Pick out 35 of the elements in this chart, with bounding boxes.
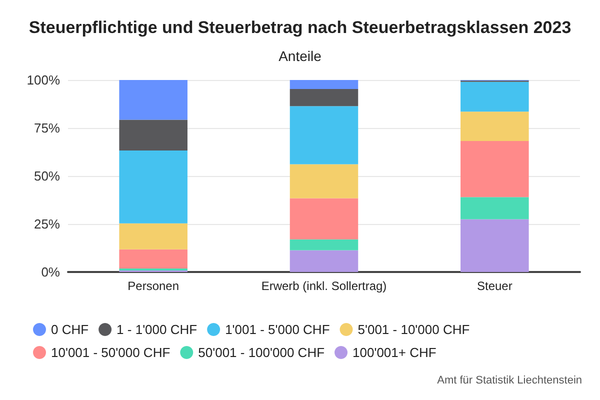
chart-subtitle: Anteile — [278, 48, 322, 64]
y-tick-label: 75% — [34, 120, 60, 136]
legend-label: 1 - 1'000 CHF — [116, 322, 198, 337]
bar — [460, 141, 529, 198]
x-tick-label: Personen — [128, 279, 180, 293]
bar — [119, 120, 188, 150]
bar — [290, 250, 358, 272]
legend-label: 1'001 - 5'000 CHF — [225, 322, 330, 337]
bar — [290, 80, 358, 90]
bar — [119, 249, 188, 269]
bar — [460, 219, 529, 272]
x-tick-label: Steuer — [476, 279, 512, 293]
text: Amt für Statistik Liechtenstein — [437, 374, 582, 386]
bar — [290, 198, 358, 240]
bar — [290, 239, 358, 250]
bar — [119, 223, 188, 250]
bar — [460, 112, 529, 142]
y-tick-label: 50% — [34, 168, 60, 184]
legend-label: 50'001 - 100'000 CHF — [198, 345, 325, 360]
bar — [290, 106, 358, 164]
chart-title: Steuerpflichtige und Steuerbetrag nach Steuerbetragsklassen 2023 — [28, 18, 572, 37]
x-tick-label: Erwerb (inkl. Sollertrag) — [261, 279, 387, 293]
bar — [119, 80, 188, 120]
legend-label: 0 CHF — [51, 322, 89, 337]
y-tick-label: 25% — [34, 216, 60, 232]
y-tick-label: 100% — [26, 72, 60, 88]
bar — [290, 164, 358, 198]
bar — [460, 197, 529, 220]
legend-label: 10'001 - 50'000 CHF — [51, 345, 170, 360]
y-tick-label: 0% — [41, 264, 60, 280]
bar — [119, 150, 188, 224]
bar — [460, 82, 529, 112]
legend-label: 5'001 - 10'000 CHF — [358, 322, 470, 337]
legend-label: 100'001+ CHF — [352, 345, 436, 360]
bar — [290, 89, 358, 106]
